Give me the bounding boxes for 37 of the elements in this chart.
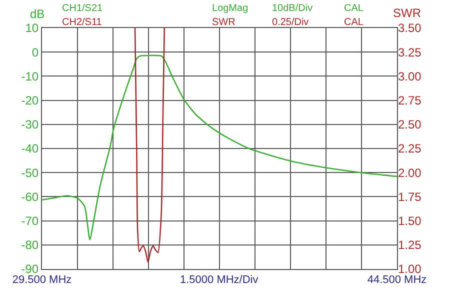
- x-tick-label: 29.500 MHz: [12, 274, 72, 286]
- y2-tick-label: 2.75: [398, 94, 422, 108]
- y-tick-label: -30: [21, 118, 39, 132]
- y-axis-title: dB: [30, 7, 45, 21]
- y-tick-label: -20: [21, 94, 39, 108]
- annotation: CAL: [344, 17, 364, 28]
- y-tick-label: -40: [21, 142, 39, 156]
- y2-tick-label: 1.50: [398, 214, 422, 228]
- y-tick-label: -10: [21, 69, 39, 84]
- y-tick-label: -80: [21, 238, 39, 252]
- y-tick-label: 10: [25, 21, 39, 36]
- y2-tick-label: 3.25: [398, 45, 422, 60]
- annotation: CH2/S11: [62, 17, 102, 28]
- annotation: 0.25/Div: [272, 17, 309, 28]
- line-series: [134, 28, 166, 263]
- y-tick-label: -60: [21, 190, 39, 204]
- y2-axis-title: SWR: [393, 6, 422, 20]
- text: 10dB/Div: [272, 3, 313, 14]
- text: CAL: [344, 3, 364, 14]
- y2-tick-label: 2.25: [398, 142, 422, 156]
- y-tick-label: 0: [32, 45, 39, 60]
- text: LogMag: [212, 3, 248, 14]
- x-axis-title: 1.5000 MHz/Div: [180, 274, 259, 286]
- y-tick-label: -90: [21, 262, 39, 276]
- line-series: [42, 54, 397, 240]
- y2-tick-label: 3.00: [398, 69, 422, 84]
- y2-tick-label: 1.25: [398, 238, 422, 252]
- y2-tick-label: 2.00: [398, 166, 422, 180]
- text: CH1/S21: [62, 3, 104, 14]
- y2-tick-label: 1.75: [398, 190, 422, 204]
- y2-tick-label: 3.50: [398, 21, 422, 36]
- annotation: SWR: [212, 17, 236, 28]
- y-tick-label: -70: [21, 214, 39, 228]
- x-tick-label: 44.500 MHz: [367, 274, 427, 286]
- y2-tick-label: 2.50: [398, 118, 422, 132]
- y-tick-label: -50: [21, 166, 39, 180]
- y2-tick-label: 1.00: [398, 262, 422, 276]
